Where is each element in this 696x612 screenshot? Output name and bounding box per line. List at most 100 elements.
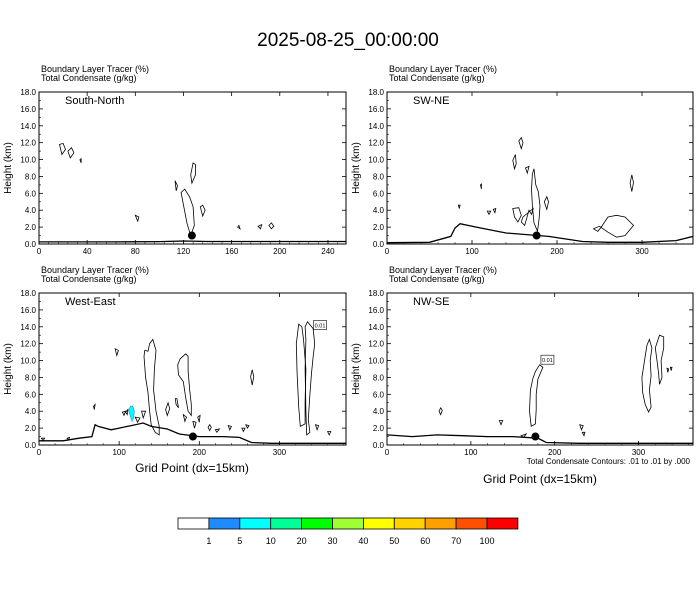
colorbar-label: 20 <box>297 536 307 546</box>
y-tick-label: 0.0 <box>373 441 385 450</box>
condensate-contour <box>40 437 46 442</box>
y-tick-label: 18.0 <box>368 289 384 298</box>
condensate-contour <box>114 347 119 357</box>
plot-area <box>387 136 693 244</box>
condensate-contour <box>79 157 82 164</box>
colorbar-swatch <box>362 517 395 530</box>
panel-header-line2: Total Condensate (g/kg) <box>41 274 137 284</box>
condensate-contour <box>457 204 461 209</box>
location-marker <box>532 231 541 240</box>
panel-south-north: Boundary Layer Tracer (%)Total Condensat… <box>3 64 347 256</box>
panel-sw-ne: Boundary Layer Tracer (%)Total Condensat… <box>351 64 694 256</box>
plot-area <box>39 320 346 444</box>
y-tick-label: 12.0 <box>20 340 36 349</box>
colorbar-label: 30 <box>327 536 337 546</box>
x-tick-label: 120 <box>177 247 191 256</box>
contour-label: 0.01 <box>542 358 553 364</box>
condensate-contour <box>214 428 221 433</box>
panels-group: Boundary Layer Tracer (%)Total Condensat… <box>3 64 694 457</box>
colorbar-swatch <box>301 517 333 530</box>
contour-label: 0.01 <box>315 324 326 330</box>
panel-west-east: Boundary Layer Tracer (%)Total Condensat… <box>3 265 347 457</box>
colorbar-label: 70 <box>451 536 461 546</box>
y-tick-label: 8.0 <box>373 373 385 382</box>
condensate-contour <box>143 338 160 436</box>
condensate-contour <box>174 180 178 191</box>
colorbar-label: 60 <box>420 536 430 546</box>
location-marker <box>187 231 196 240</box>
condensate-contour <box>257 223 263 230</box>
x-tick-label: 160 <box>225 247 239 256</box>
condensate-contour <box>199 204 206 218</box>
page-title: 2025-08-25_00:00:00 <box>257 30 439 51</box>
colorbar-swatch <box>393 517 426 530</box>
condensate-contour <box>492 207 497 215</box>
condensate-contour <box>67 147 75 159</box>
y-tick-label: 16.0 <box>368 306 384 315</box>
contour-label-box <box>313 320 327 330</box>
condensate-contour <box>66 436 71 441</box>
y-tick-label: 14.0 <box>368 323 384 332</box>
condensate-contour <box>512 154 517 171</box>
condensate-contour <box>326 431 332 436</box>
condensate-contour <box>59 143 66 156</box>
panel-header-line2: Total Condensate (g/kg) <box>389 274 485 284</box>
colorbar-swatch <box>424 517 457 530</box>
condensate-contour <box>498 420 504 426</box>
y-tick-label: 12.0 <box>368 340 384 349</box>
x-tick-label: 100 <box>112 448 126 457</box>
y-tick-label: 8.0 <box>373 172 385 181</box>
y-tick-label: 16.0 <box>368 105 384 114</box>
condensate-contour <box>207 423 212 432</box>
y-tick-label: 10.0 <box>368 156 384 165</box>
condensate-contour <box>629 174 634 192</box>
y-tick-label: 0.0 <box>25 441 37 450</box>
y-tick-label: 16.0 <box>20 306 36 315</box>
y-tick-label: 18.0 <box>20 88 36 97</box>
panel-label: SW-NE <box>413 95 449 107</box>
x-tick-label: 200 <box>273 247 287 256</box>
y-tick-label: 12.0 <box>20 139 36 148</box>
panel-nw-se: Boundary Layer Tracer (%)Total Condensat… <box>351 265 694 457</box>
condensate-contour <box>520 207 534 227</box>
y-axis-label: Height (km) <box>3 343 14 395</box>
condensate-contour <box>182 413 187 423</box>
condensate-contour <box>141 410 147 420</box>
condensate-contour <box>227 425 232 431</box>
colorbar-label: 5 <box>237 536 242 546</box>
condensate-contour <box>250 369 255 386</box>
contour-label-box <box>540 354 555 365</box>
plot-frame <box>38 91 347 245</box>
y-tick-label: 4.0 <box>25 206 37 215</box>
location-marker <box>531 432 540 441</box>
x-tick-label: 240 <box>321 247 335 256</box>
condensate-contour <box>654 334 665 385</box>
condensate-contour <box>666 367 670 373</box>
plot-frame <box>386 91 694 245</box>
panel-header-line1: Boundary Layer Tracer (%) <box>389 265 497 275</box>
terrain-line <box>387 434 693 444</box>
condensate-contour <box>543 195 549 211</box>
condensate-contour <box>486 210 492 216</box>
y-tick-label: 4.0 <box>25 407 37 416</box>
y-tick-label: 6.0 <box>373 390 385 399</box>
x-tick-label: 0 <box>37 448 42 457</box>
plot-frame <box>386 292 694 446</box>
x-tick-label: 100 <box>465 247 479 256</box>
colorbar: 1 5 10 20 30 40 50 60 70 100 <box>177 517 519 546</box>
condensate-contour <box>177 353 192 417</box>
y-tick-label: 10.0 <box>20 156 36 165</box>
condensate-contour <box>125 408 129 416</box>
x-tick-label: 0 <box>385 448 390 457</box>
y-tick-label: 6.0 <box>25 390 37 399</box>
condensate-contour <box>134 214 140 223</box>
y-tick-label: 4.0 <box>373 407 385 416</box>
colorbar-label: 40 <box>358 536 368 546</box>
colorbar-swatch <box>486 517 519 530</box>
y-tick-label: 8.0 <box>25 373 37 382</box>
x-tick-label: 80 <box>131 247 140 256</box>
condensate-contour <box>268 222 275 230</box>
y-tick-label: 14.0 <box>20 122 36 131</box>
condensate-contour <box>592 214 635 238</box>
condensate-contour <box>192 420 197 429</box>
